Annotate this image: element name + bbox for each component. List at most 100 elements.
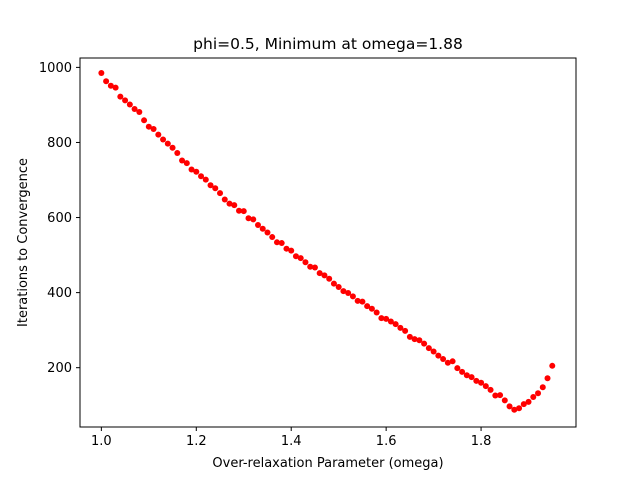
data-point [283,245,290,252]
data-point [254,222,261,229]
data-point [131,106,138,113]
data-point [430,348,437,355]
data-point [288,247,295,254]
data-point [473,377,480,384]
data-point [397,324,404,331]
data-point [217,190,224,197]
data-point [459,368,466,375]
data-point [164,140,171,147]
data-point [416,337,423,344]
x-tick-label: 1.4 [281,434,302,449]
y-axis-ticks: 200 400 600 800 1000 [39,61,80,376]
data-point [326,275,333,282]
data-point [198,173,205,180]
data-point [264,229,271,236]
data-point [221,196,228,203]
data-point [188,166,195,173]
data-point [316,270,323,277]
data-point [307,263,314,270]
data-point [98,70,105,77]
data-point [169,144,176,151]
data-point [141,117,148,124]
data-point [136,109,143,116]
y-tick-label: 600 [47,211,72,226]
data-point [155,131,162,138]
data-point [321,272,328,279]
y-tick-label: 200 [47,361,72,376]
data-point [212,185,219,192]
data-point [160,136,167,143]
data-point [311,264,318,271]
data-point [392,321,399,328]
data-point [359,298,366,305]
data-point [240,208,247,215]
data-point [406,333,413,340]
x-tick-label: 1.8 [471,434,492,449]
x-tick-label: 1.0 [91,434,112,449]
data-point [269,234,276,241]
data-point [378,315,385,322]
data-point [435,352,442,359]
data-point [273,239,280,246]
data-point [207,182,214,189]
data-point [335,283,342,290]
data-point [368,305,375,312]
chart-title: phi=0.5, Minimum at omega=1.88 [193,35,463,53]
y-tick-label: 400 [47,286,72,301]
data-point [440,356,447,363]
data-point [340,288,347,295]
data-point [297,255,304,262]
data-point [549,362,556,369]
data-point [373,309,380,316]
data-point [535,390,542,397]
data-point [302,259,309,266]
data-point [292,253,299,260]
data-point [425,345,432,352]
data-point [516,405,523,412]
x-axis-ticks: 1.0 1.2 1.4 1.6 1.8 [91,427,491,449]
data-point [492,392,499,399]
data-point [354,297,361,304]
data-point [525,398,532,405]
data-point [520,401,527,408]
data-point [482,383,489,390]
data-point [122,97,129,104]
data-point [349,293,356,300]
data-point [487,386,494,393]
y-tick-label: 1000 [39,61,72,76]
data-point [103,78,110,85]
data-point [245,215,252,222]
data-point [497,392,504,399]
data-point [259,225,266,232]
data-point [501,397,508,404]
data-point [226,200,233,207]
data-point [231,202,238,209]
data-point [530,393,537,400]
data-point [330,280,337,287]
data-point [345,289,352,296]
data-point [444,359,451,366]
data-point [468,374,475,381]
data-point [107,82,114,89]
data-point [511,406,518,413]
data-point [387,318,394,325]
data-point [179,157,186,164]
plot-frame [79,57,577,428]
data-point [463,372,470,379]
data-points [98,70,556,413]
data-point [193,168,200,175]
data-point [250,216,257,223]
data-point [150,125,157,132]
data-point [506,403,513,410]
data-point [145,123,152,130]
data-point [364,303,371,310]
data-point [183,160,190,167]
data-point [402,327,409,334]
data-point [174,149,181,156]
data-point [478,379,485,386]
x-axis-label: Over-relaxation Parameter (omega) [212,456,443,471]
data-point [421,340,428,347]
data-point [126,101,133,108]
